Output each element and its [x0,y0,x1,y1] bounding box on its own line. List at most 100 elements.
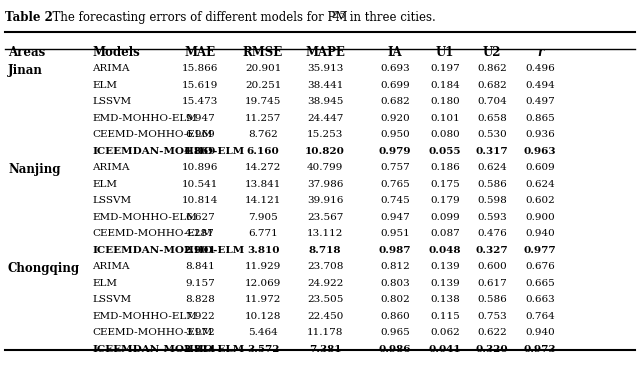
Text: 0.476: 0.476 [477,229,507,238]
Text: 23.505: 23.505 [307,295,343,304]
Text: 0.041: 0.041 [429,344,461,354]
Text: 0.977: 0.977 [524,246,556,254]
Text: 0.062: 0.062 [430,328,460,337]
Text: 0.682: 0.682 [380,97,410,106]
Text: CEEMD-MOHHO-ELM: CEEMD-MOHHO-ELM [92,130,212,139]
Text: 0.950: 0.950 [380,130,410,139]
Text: 8.718: 8.718 [308,246,341,254]
Text: 0.530: 0.530 [477,130,507,139]
Text: 0.940: 0.940 [525,229,555,238]
Text: 19.745: 19.745 [245,97,281,106]
Text: 0.765: 0.765 [380,180,410,188]
Text: 0.663: 0.663 [525,295,555,304]
Text: U1: U1 [436,46,454,59]
Text: 37.986: 37.986 [307,180,343,188]
Text: 0.682: 0.682 [477,81,507,90]
Text: 0.693: 0.693 [380,64,410,73]
Text: 24.447: 24.447 [307,113,343,123]
Text: 13.112: 13.112 [307,229,343,238]
Text: 0.986: 0.986 [379,344,412,354]
Text: 3.972: 3.972 [185,328,215,337]
Text: ARIMA: ARIMA [92,64,129,73]
Text: 38.441: 38.441 [307,81,343,90]
Text: Chongqing: Chongqing [8,262,80,275]
Text: 15.619: 15.619 [182,81,218,90]
Text: 11.257: 11.257 [245,113,281,123]
Text: 0.699: 0.699 [380,81,410,90]
Text: 0.593: 0.593 [477,213,507,221]
Text: 15.253: 15.253 [307,130,343,139]
Text: 39.916: 39.916 [307,196,343,205]
Text: 0.704: 0.704 [477,97,507,106]
Text: 15.473: 15.473 [182,97,218,106]
Text: 0.180: 0.180 [430,97,460,106]
Text: 0.963: 0.963 [524,146,556,156]
Text: ELM: ELM [92,81,117,90]
Text: 6.969: 6.969 [185,130,215,139]
Text: in three cities.: in three cities. [346,11,436,24]
Text: 15.866: 15.866 [182,64,218,73]
Text: 10.820: 10.820 [305,146,345,156]
Text: 3.810: 3.810 [247,246,279,254]
Text: RMSE: RMSE [243,46,283,59]
Text: 0.951: 0.951 [380,229,410,238]
Text: 9.947: 9.947 [185,113,215,123]
Text: LSSVM: LSSVM [92,97,131,106]
Text: ELM: ELM [92,180,117,188]
Text: 11.929: 11.929 [245,262,281,271]
Text: 0.676: 0.676 [525,262,555,271]
Text: 38.945: 38.945 [307,97,343,106]
Text: 10.541: 10.541 [182,180,218,188]
Text: ARIMA: ARIMA [92,163,129,172]
Text: 0.658: 0.658 [477,113,507,123]
Text: 0.812: 0.812 [380,262,410,271]
Text: 23.567: 23.567 [307,213,343,221]
Text: 9.157: 9.157 [185,279,215,288]
Text: 35.913: 35.913 [307,64,343,73]
Text: 5.464: 5.464 [248,328,278,337]
Text: 20.251: 20.251 [245,81,281,90]
Text: 8.841: 8.841 [185,262,215,271]
Text: 0.099: 0.099 [430,213,460,221]
Text: 0.624: 0.624 [525,180,555,188]
Text: 0.586: 0.586 [477,295,507,304]
Text: 20.901: 20.901 [245,64,281,73]
Text: 2.901: 2.901 [184,246,216,254]
Text: IA: IA [388,46,403,59]
Text: 0.979: 0.979 [379,146,412,156]
Text: 0.860: 0.860 [380,311,410,321]
Text: 0.598: 0.598 [477,196,507,205]
Text: Table 2: Table 2 [5,11,53,24]
Text: 0.320: 0.320 [476,344,508,354]
Text: 24.922: 24.922 [307,279,343,288]
Text: MAPE: MAPE [305,46,345,59]
Text: 8.828: 8.828 [185,295,215,304]
Text: LSSVM: LSSVM [92,295,131,304]
Text: 0.753: 0.753 [477,311,507,321]
Text: 0.139: 0.139 [430,262,460,271]
Text: 0.179: 0.179 [430,196,460,205]
Text: 12.069: 12.069 [245,279,281,288]
Text: 0.609: 0.609 [525,163,555,172]
Text: 0.920: 0.920 [380,113,410,123]
Text: ICEEMDAN-MOHHO-ELM: ICEEMDAN-MOHHO-ELM [92,246,244,254]
Text: 0.940: 0.940 [525,328,555,337]
Text: Areas: Areas [8,46,45,59]
Text: 0.745: 0.745 [380,196,410,205]
Text: 0.139: 0.139 [430,279,460,288]
Text: 2.814: 2.814 [184,344,216,354]
Text: CEEMD-MOHHO-ELM: CEEMD-MOHHO-ELM [92,229,212,238]
Text: 0.665: 0.665 [525,279,555,288]
Text: 10.128: 10.128 [245,311,281,321]
Text: 0.862: 0.862 [477,64,507,73]
Text: 2.5: 2.5 [331,11,346,20]
Text: 0.080: 0.080 [430,130,460,139]
Text: 0.497: 0.497 [525,97,555,106]
Text: 0.757: 0.757 [380,163,410,172]
Text: 8.762: 8.762 [248,130,278,139]
Text: 0.764: 0.764 [525,311,555,321]
Text: . The forecasting errors of different models for PM: . The forecasting errors of different mo… [45,11,348,24]
Text: 0.865: 0.865 [525,113,555,123]
Text: 23.708: 23.708 [307,262,343,271]
Text: 6.627: 6.627 [185,213,215,221]
